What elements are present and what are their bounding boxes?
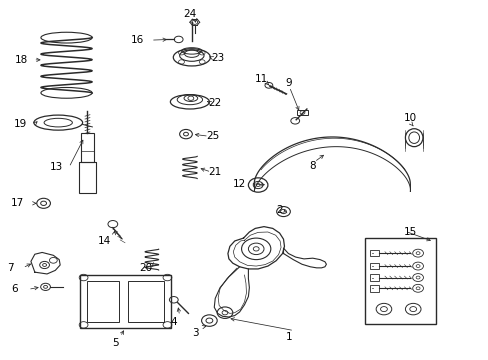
Bar bbox=[128, 281, 163, 322]
Text: 3: 3 bbox=[192, 328, 199, 338]
Bar bbox=[86, 281, 119, 322]
Text: 15: 15 bbox=[403, 227, 416, 237]
Text: 7: 7 bbox=[7, 263, 14, 273]
Text: 24: 24 bbox=[183, 9, 196, 19]
Text: 17: 17 bbox=[11, 198, 24, 208]
Text: 5: 5 bbox=[112, 338, 119, 348]
Text: 12: 12 bbox=[232, 179, 246, 189]
Text: 11: 11 bbox=[254, 74, 267, 84]
Bar bbox=[297, 111, 307, 116]
Text: 19: 19 bbox=[14, 120, 27, 129]
Text: 9: 9 bbox=[285, 78, 291, 88]
Bar bbox=[81, 134, 94, 162]
Bar bbox=[369, 250, 378, 256]
Text: 20: 20 bbox=[139, 263, 152, 273]
Text: 16: 16 bbox=[130, 35, 143, 45]
Text: 25: 25 bbox=[206, 131, 219, 141]
Text: 1: 1 bbox=[285, 332, 292, 342]
Bar bbox=[79, 162, 96, 193]
Text: 21: 21 bbox=[208, 167, 222, 177]
Text: 13: 13 bbox=[50, 162, 63, 172]
Text: 14: 14 bbox=[97, 236, 110, 246]
Text: 8: 8 bbox=[309, 161, 315, 171]
Bar bbox=[369, 263, 378, 269]
Bar bbox=[80, 275, 171, 328]
Bar bbox=[369, 285, 378, 292]
Text: 23: 23 bbox=[211, 53, 224, 63]
Bar bbox=[365, 238, 435, 324]
Bar bbox=[369, 274, 378, 281]
Text: 4: 4 bbox=[170, 317, 177, 327]
Text: 6: 6 bbox=[11, 284, 18, 294]
Text: 2: 2 bbox=[276, 206, 283, 216]
Text: 22: 22 bbox=[208, 98, 222, 108]
Text: 10: 10 bbox=[403, 113, 416, 123]
Text: 18: 18 bbox=[15, 55, 28, 65]
